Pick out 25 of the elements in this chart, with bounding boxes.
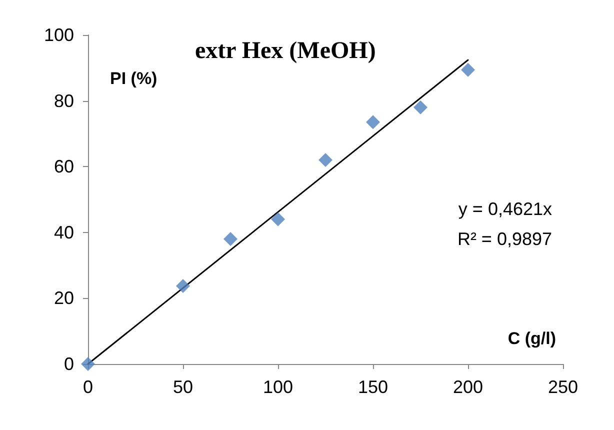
x-tick-label: 200 (452, 377, 484, 397)
point (366, 115, 380, 130)
annotation: y = 0,4621x (458, 199, 552, 219)
x-axis-title: C (g/l) (508, 329, 556, 348)
point (318, 153, 332, 168)
point (81, 357, 95, 371)
point (271, 212, 285, 226)
point (414, 100, 428, 114)
point (224, 232, 238, 246)
x-tick-label: 250 (548, 377, 578, 397)
y-tick-label: 0 (64, 354, 74, 374)
y-tick-label: 20 (54, 288, 74, 308)
y-tick-label: 40 (54, 222, 74, 242)
x-tick-label: 150 (358, 377, 388, 397)
annotation: R² = 0,9897 (457, 229, 552, 249)
x-tick-label: 0 (82, 377, 94, 397)
y-tick-label: 60 (54, 156, 74, 177)
x-tick-label: 100 (262, 377, 294, 397)
y-tick-label: 80 (54, 90, 74, 111)
point (461, 62, 475, 77)
chart-title: extr Hex (MeOH) (195, 38, 376, 64)
point (176, 279, 190, 294)
y-axis-title: PI (%) (110, 69, 158, 88)
y-tick-label: 100 (44, 25, 74, 45)
x-tick-label: 50 (172, 377, 194, 397)
